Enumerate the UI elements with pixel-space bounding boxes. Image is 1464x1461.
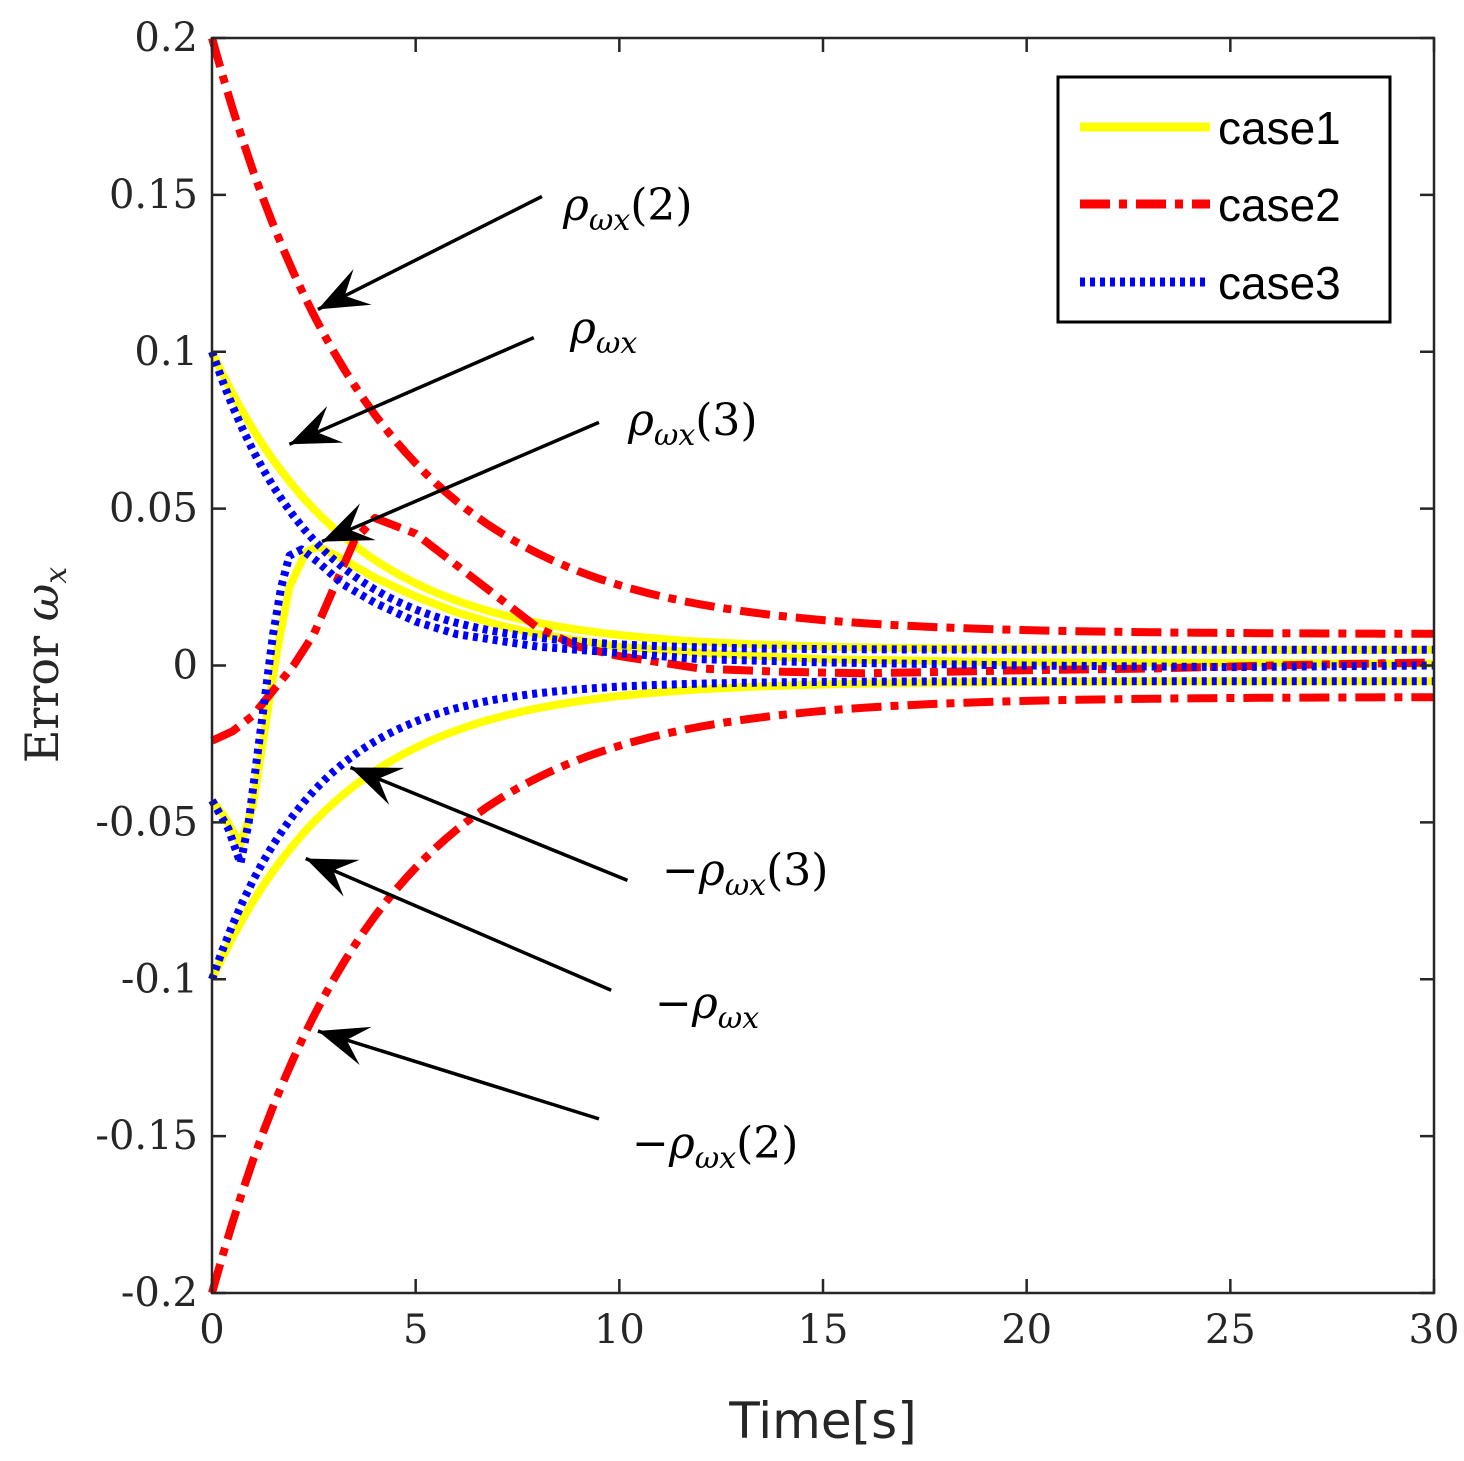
case1-lower-bound-line [208,677,1434,982]
y-tick-label: 0.05 [109,486,198,532]
arrow-neg-rho-2-head [317,1026,372,1066]
x-tick-label: 10 [594,1307,645,1353]
annotation-neg-rho-3: −ρωx(3) [662,845,828,903]
arrow-rho-3-head [321,503,376,542]
x-tick-label: 30 [1409,1307,1460,1353]
x-axis-title: Time[s] [728,1392,916,1450]
x-tick-label: 25 [1205,1307,1256,1353]
arrow-rho-shaft [288,336,535,446]
legend-label-case3: case3 [1218,257,1341,309]
case3-lower-bound-line [208,677,1434,981]
arrow-rho-3-shaft [321,420,600,544]
legend-label-case2: case2 [1218,179,1341,231]
y-tick-label: -0.05 [95,799,198,845]
arrow-rho-2-shaft [317,194,543,311]
case2-upper-bound-line [208,36,1434,638]
annotation-rho-3: ρωx(3) [627,395,758,453]
arrow-neg-rho-3-shaft [349,765,629,883]
legend: case1 case2 case3 [1056,75,1392,324]
x-tick-label: 15 [798,1307,849,1353]
annotation-neg-rho: −ρωx [655,978,759,1036]
legend-label-case1: case1 [1218,102,1341,154]
y-tick-label: 0.2 [134,15,198,61]
y-tick-label: -0.1 [121,956,198,1002]
x-tick-label: 5 [403,1307,428,1353]
case3-error-line [208,545,1435,868]
annotation-neg-rho-2: −ρωx(2) [632,1118,798,1176]
case2-error-line [210,514,1435,745]
y-tick-label: 0.1 [134,329,198,375]
x-tick-label: 0 [199,1307,224,1353]
arrow-neg-rho-3-head [350,767,405,805]
series-layer [208,36,1435,1295]
annotation-rho-2: ρωx(2) [562,180,693,238]
arrow-neg-rho-head [305,858,360,897]
y-tick-label: 0 [173,643,198,689]
y-tick-label: -0.2 [121,1270,198,1316]
case2-lower-bound-line [208,693,1434,1295]
arrow-neg-rho-shaft [304,856,612,992]
y-tick-label: 0.15 [109,172,198,218]
arrow-neg-rho-2-shaft [317,1029,600,1121]
ticks-layer: 0 5 10 15 20 25 30 0.2 0.15 0.1 0.05 0 -0.05 -0.1 -0.1… [95,15,1459,1353]
y-tick-label: -0.15 [95,1113,198,1159]
arrow-rho-2-head [317,269,372,310]
annotation-arrows [288,194,629,1121]
y-axis-title: Error ωx [15,567,74,763]
case3-upper-bound-line [208,350,1434,654]
arrow-rho-head [289,405,344,445]
annotation-rho: ρωx [569,303,637,361]
x-tick-label: 20 [1001,1307,1052,1353]
